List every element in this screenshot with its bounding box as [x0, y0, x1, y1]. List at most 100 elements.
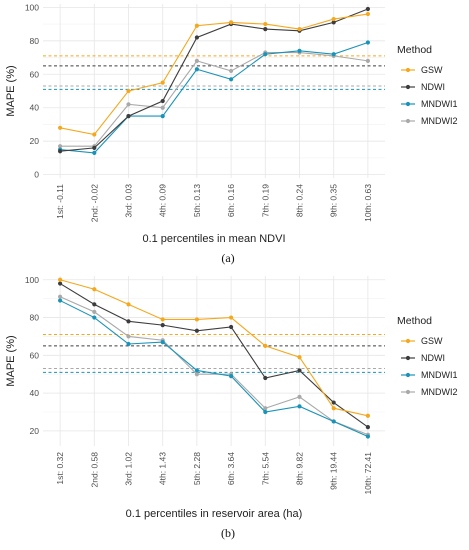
data-point-mndwi2: [126, 102, 131, 107]
legend-key-point: [405, 101, 411, 107]
y-tick-label: 80: [30, 313, 40, 323]
series-line-gsw: [59, 279, 369, 417]
x-tick-label: 2nd: 0.58: [89, 452, 99, 488]
y-tick-label: 0: [34, 170, 39, 180]
x-tick-label: 7th: 5.54: [260, 452, 270, 485]
data-point-gsw: [194, 317, 199, 322]
x-tick-label: 7th: 0.19: [260, 184, 270, 217]
data-point-mndwi1: [365, 40, 370, 45]
x-tick-label: 5th: 0.13: [192, 184, 202, 217]
legend-label: MNDWI1: [421, 370, 458, 380]
data-point-gsw: [331, 406, 336, 411]
x-tick-label: 10th: 72.41: [363, 452, 373, 495]
y-tick-label: 40: [30, 388, 40, 398]
legend-label: NDWI: [421, 82, 445, 92]
data-point-mndwi1: [365, 434, 370, 439]
data-point-gsw: [297, 26, 302, 32]
data-point-gsw: [263, 343, 268, 348]
data-point-mndwi2: [126, 334, 131, 339]
data-point-ndwi: [194, 35, 199, 40]
legend-label: MNDWI2: [421, 116, 458, 126]
data-point-gsw: [263, 21, 268, 27]
x-tick-label: 5th: 2.28: [192, 452, 202, 485]
legend-label: GSW: [421, 336, 443, 346]
series-line-ndwi: [60, 8, 369, 152]
data-point-ndwi: [160, 323, 165, 328]
legend-key-point: [405, 338, 411, 344]
data-point-gsw: [365, 413, 370, 418]
data-point-mndwi1: [126, 341, 131, 347]
data-point-ndwi: [58, 149, 63, 154]
data-point-ndwi: [92, 302, 97, 307]
data-point-mndwi2: [194, 58, 199, 63]
legend-label: MNDWI1: [421, 99, 458, 109]
x-tick-label: 1st: 0.32: [55, 452, 65, 485]
panel-label: (b): [221, 526, 235, 540]
x-tick-label: 4th: 0.09: [158, 184, 168, 217]
series-line-gsw: [59, 13, 368, 136]
data-point-gsw: [365, 11, 370, 17]
data-point-ndwi: [160, 98, 165, 104]
y-tick-label: 100: [25, 2, 39, 12]
legend-key-point: [405, 118, 411, 124]
y-tick-label: 20: [30, 136, 40, 146]
data-point-gsw: [194, 23, 199, 28]
data-point-ndwi: [58, 281, 63, 286]
data-point-mndwi1: [229, 374, 234, 379]
x-tick-label: 10th: 0.63: [363, 184, 373, 222]
y-tick-label: 80: [30, 36, 40, 46]
data-point-ndwi: [331, 20, 336, 25]
data-point-mndwi1: [229, 77, 234, 82]
legend-label: MNDWI2: [421, 387, 458, 397]
data-point-mndwi2: [297, 394, 302, 399]
data-point-gsw: [58, 125, 63, 130]
series-line-ndwi: [59, 283, 369, 428]
data-point-ndwi: [126, 113, 131, 119]
x-tick-label: 3rd: 0.03: [124, 184, 134, 218]
y-tick-label: 40: [30, 103, 40, 113]
x-axis-title: 0.1 percentiles in reservoir area (ha): [126, 508, 303, 520]
data-point-mndwi2: [58, 144, 63, 149]
data-point-ndwi: [365, 6, 370, 12]
series-line-mndwi1: [60, 41, 369, 154]
series-line-mndwi1: [59, 300, 369, 438]
x-tick-label: 2nd: -0.02: [89, 184, 99, 223]
y-tick-label: 100: [25, 275, 39, 285]
series-line-mndwi2: [60, 51, 368, 147]
x-tick-label: 9th: 0.35: [329, 184, 339, 217]
data-point-mndwi2: [365, 58, 370, 63]
y-tick-label: 20: [30, 426, 40, 436]
data-point-mndwi1: [331, 419, 336, 424]
data-point-mndwi2: [229, 68, 234, 74]
data-point-mndwi2: [160, 105, 165, 110]
data-point-mndwi1: [263, 409, 268, 415]
data-point-mndwi1: [92, 150, 97, 156]
data-point-mndwi1: [297, 404, 302, 409]
legend-key-point: [405, 67, 411, 73]
x-tick-label: 4th: 1.43: [158, 452, 168, 485]
legend-key-point: [405, 355, 411, 361]
data-point-gsw: [160, 317, 165, 322]
x-tick-label: 6th: 0.16: [226, 184, 236, 217]
data-point-gsw: [92, 287, 97, 292]
y-tick-label: 60: [30, 350, 40, 360]
legend-key-point: [405, 84, 411, 90]
data-point-mndwi1: [160, 340, 165, 345]
data-point-ndwi: [229, 324, 234, 330]
x-tick-label: 3rd: 1.02: [124, 452, 134, 486]
legend-title: Method: [397, 315, 432, 327]
x-tick-label: 6th: 3.64: [226, 452, 236, 485]
y-tick-label: 60: [30, 69, 40, 79]
data-point-gsw: [92, 132, 97, 137]
legend-label: GSW: [421, 65, 443, 75]
data-point-ndwi: [331, 400, 336, 405]
chart-panel-a: 0 20 40 60 80 100 1st: -0.11 2nd: -0.02 3rd: 0.0…: [5, 2, 458, 265]
data-point-gsw: [331, 16, 336, 22]
data-point-gsw: [229, 20, 234, 25]
data-point-mndwi1: [58, 298, 63, 303]
x-tick-label: 8th: 9.82: [295, 452, 305, 485]
x-tick-label: 8th: 0.24: [295, 184, 305, 217]
legend-title: Method: [397, 44, 432, 56]
